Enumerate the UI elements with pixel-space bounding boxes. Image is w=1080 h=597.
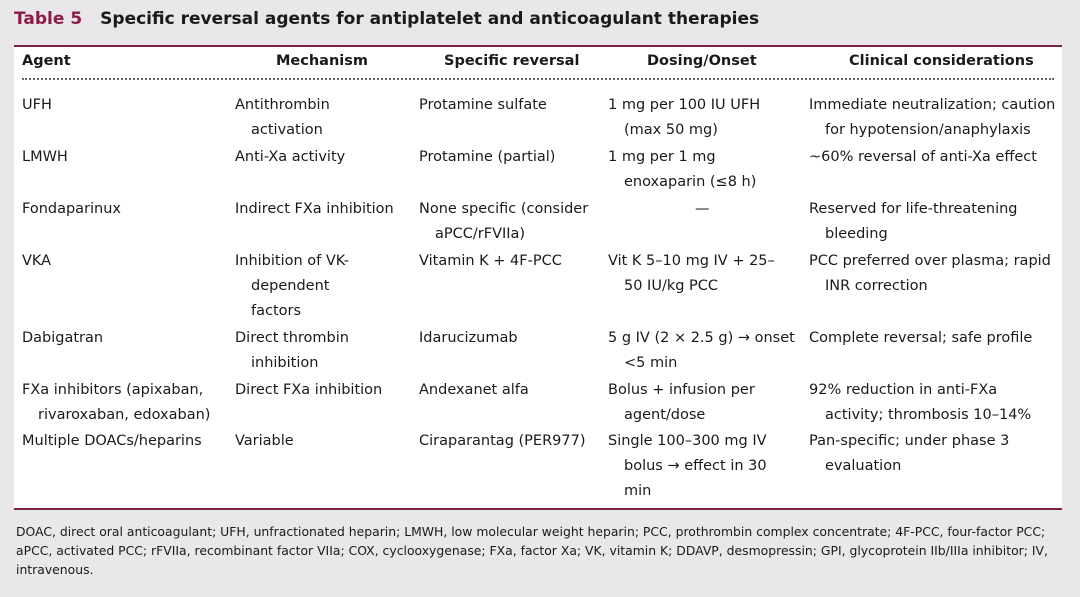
table-footnote: DOAC, direct oral anticoagulant; UFH, un…: [16, 524, 1048, 577]
cell-dosing: 1 mg per 1 mg enoxaparin (≤8 h): [608, 149, 757, 190]
cell-agent: FXa inhibitors (apixaban, rivaroxaban, e…: [22, 382, 211, 423]
cell-mechanism: Direct thrombin inhibition: [235, 330, 349, 371]
cell-mechanism: Anti-Xa activity: [235, 149, 346, 165]
reversal-agents-table: Agent Mechanism Specific reversal Dosing…: [14, 45, 1062, 510]
cell-reversal: Vitamin K + 4F-PCC: [419, 253, 562, 269]
table-caption: Table 5 Specific reversal agents for ant…: [14, 9, 759, 39]
cell-agent: Dabigatran: [22, 330, 104, 346]
cell-agent: Fondaparinux: [22, 201, 122, 217]
cell-considerations: Reserved for life-threatening bleeding: [809, 201, 1018, 242]
header-agent: Agent: [22, 53, 71, 69]
header-clinical-considerations: Clinical considerations: [849, 53, 1034, 69]
header-divider: [22, 78, 1054, 80]
cell-dosing: Vit K 5–10 mg IV + 25–50 IU/kg PCC: [608, 253, 775, 294]
bottom-rule: [14, 508, 1062, 510]
cell-reversal: Ciraparantag (PER977): [419, 433, 586, 449]
table-number: Table 5: [14, 9, 83, 29]
cell-dosing: Single 100–300 mg IV bolus → effect in 3…: [608, 433, 767, 499]
cell-considerations: ~60% reversal of anti-Xa effect: [809, 149, 1037, 165]
cell-considerations: Immediate neutralization; caution for hy…: [809, 97, 1056, 138]
cell-reversal: Protamine sulfate: [419, 97, 547, 113]
cell-agent: Multiple DOACs/heparins: [22, 433, 202, 449]
header-specific-reversal: Specific reversal: [444, 53, 580, 69]
top-rule: [14, 45, 1062, 47]
cell-dosing: 1 mg per 100 IU UFH (max 50 mg): [608, 97, 761, 138]
cell-reversal: None specific (consider aPCC/rFVIIa): [419, 201, 589, 242]
cell-mechanism: Inhibition of VK-dependent factors: [235, 253, 350, 319]
cell-considerations: Pan-specific; under phase 3 evaluation: [809, 433, 1010, 474]
cell-dosing: —: [695, 201, 710, 217]
cell-dosing: 5 g IV (2 × 2.5 g) → onset <5 min: [608, 330, 795, 371]
cell-mechanism: Indirect FXa inhibition: [235, 201, 394, 217]
cell-agent: UFH: [22, 97, 52, 113]
cell-considerations: PCC preferred over plasma; rapid INR cor…: [809, 253, 1051, 294]
cell-reversal: Idarucizumab: [419, 330, 518, 346]
cell-considerations: 92% reduction in anti-FXa activity; thro…: [809, 382, 1032, 423]
header-dosing-onset: Dosing/Onset: [647, 53, 757, 69]
cell-reversal: Protamine (partial): [419, 149, 556, 165]
cell-mechanism: Variable: [235, 433, 294, 449]
cell-dosing: Bolus + infusion per agent/dose: [608, 382, 755, 423]
cell-agent: VKA: [22, 253, 52, 269]
cell-considerations: Complete reversal; safe profile: [809, 330, 1033, 346]
cell-reversal: Andexanet alfa: [419, 382, 529, 398]
table-title: Specific reversal agents for antiplatele…: [100, 9, 760, 29]
header-mechanism: Mechanism: [276, 53, 368, 69]
cell-mechanism: Antithrombin activation: [235, 97, 330, 138]
cell-mechanism: Direct FXa inhibition: [235, 382, 383, 398]
cell-agent: LMWH: [22, 149, 68, 165]
